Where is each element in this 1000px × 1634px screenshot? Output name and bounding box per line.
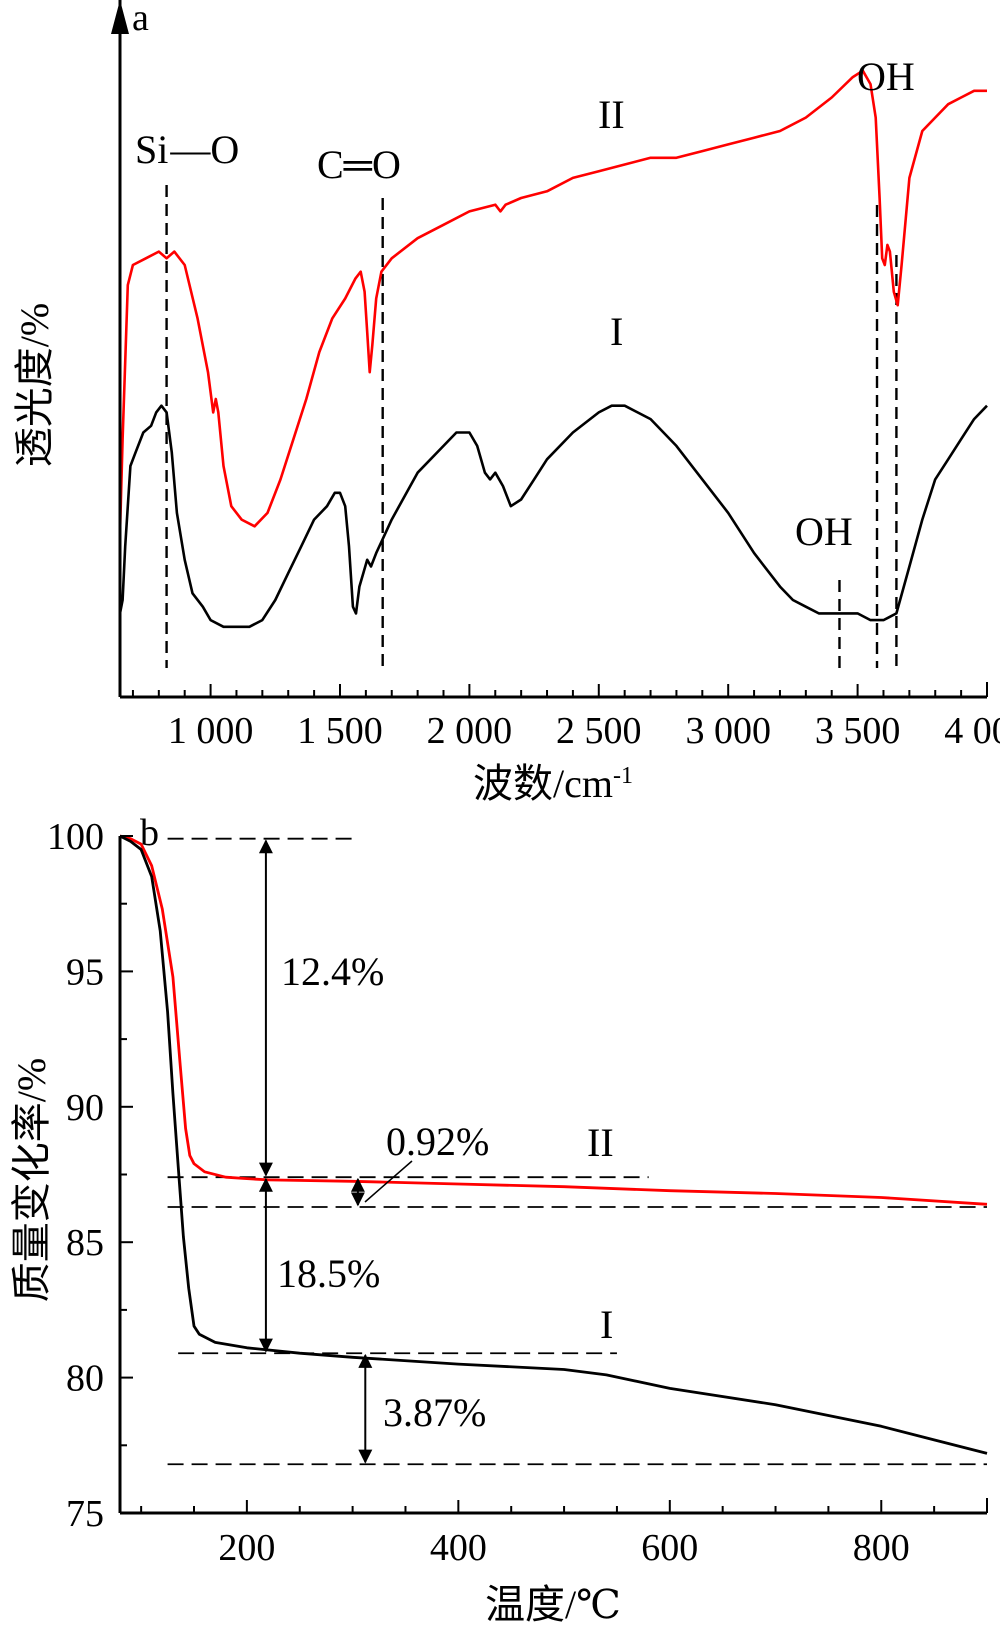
panel-b-x-tick-label: 800 xyxy=(853,1527,910,1569)
panel-a: a 1 000 1 500 2 000 2 500 3 000 3 500 4 000 Si… xyxy=(12,0,1000,806)
panel-a-label: a xyxy=(132,0,149,39)
panel-b-arrows xyxy=(258,839,373,1464)
panel-b-x-axis-title: 温度/℃ xyxy=(485,1582,621,1627)
panel-a-tick-label: 3 000 xyxy=(685,710,771,752)
panel-b-ticks: 200 400 600 800 75 80 85 90 95 100 xyxy=(47,816,988,1569)
panel-b-reference-lines xyxy=(167,837,987,1466)
series-label-i-b: I xyxy=(600,1302,613,1347)
series-label-ii-b: II xyxy=(587,1120,614,1165)
annotation-12-4: 12.4% xyxy=(281,949,384,994)
panel-b-y-tick-label: 100 xyxy=(47,816,104,858)
panel-b-x-tick-label: 400 xyxy=(430,1527,487,1569)
panel-a-x-axis-title: 波数/cm-1 xyxy=(473,761,633,806)
panel-a-y-axis-arrow xyxy=(111,0,129,34)
annotation-18-5: 18.5% xyxy=(277,1251,380,1296)
panel-a-series xyxy=(118,69,988,629)
panel-b-y-axis-title: 质量变化率/% xyxy=(9,1058,54,1302)
panel-b-y-tick-label: 95 xyxy=(66,951,104,993)
annotation-0-92-leader xyxy=(364,1160,413,1203)
annotation-0-92: 0.92% xyxy=(386,1119,489,1164)
annotation-oh-ii: OH xyxy=(857,54,915,99)
panel-a-tick-label: 1 500 xyxy=(297,710,383,752)
panel-b-y-tick-label: 85 xyxy=(66,1222,104,1264)
panel-a-tick-label: 1 000 xyxy=(168,710,254,752)
series-label-i: I xyxy=(610,309,623,354)
annotation-si-o: Si—O xyxy=(135,127,239,172)
panel-a-x-ticks: 1 000 1 500 2 000 2 500 3 000 3 500 4 000 xyxy=(131,684,1000,752)
panel-a-marker-lines xyxy=(165,185,898,668)
annotation-3-87: 3.87% xyxy=(383,1390,486,1435)
spectrum-line-ii xyxy=(118,69,987,534)
panel-b-x-tick-label: 200 xyxy=(218,1527,275,1569)
panel-b-y-tick-label: 80 xyxy=(66,1358,104,1400)
panel-b-y-tick-label: 75 xyxy=(66,1493,104,1535)
panel-b-series xyxy=(119,834,988,1455)
panel-a-tick-label: 2 500 xyxy=(556,710,642,752)
panel-b-y-tick-label: 90 xyxy=(66,1087,104,1129)
panel-b-label: b xyxy=(140,812,159,854)
annotation-c-o: C═O xyxy=(317,142,401,187)
panel-b-x-tick-label: 600 xyxy=(641,1527,698,1569)
tg-line-ii xyxy=(119,834,988,1206)
panel-a-tick-label: 4 000 xyxy=(944,710,1000,752)
series-label-ii: II xyxy=(598,92,625,137)
annotation-oh-i: OH xyxy=(795,509,853,554)
spectrum-line-i xyxy=(118,404,988,629)
tg-line-i xyxy=(119,834,988,1455)
panel-a-y-axis-title: 透光度/% xyxy=(12,303,57,467)
panel-a-tick-label: 3 500 xyxy=(815,710,901,752)
panel-a-tick-label: 2 000 xyxy=(427,710,513,752)
